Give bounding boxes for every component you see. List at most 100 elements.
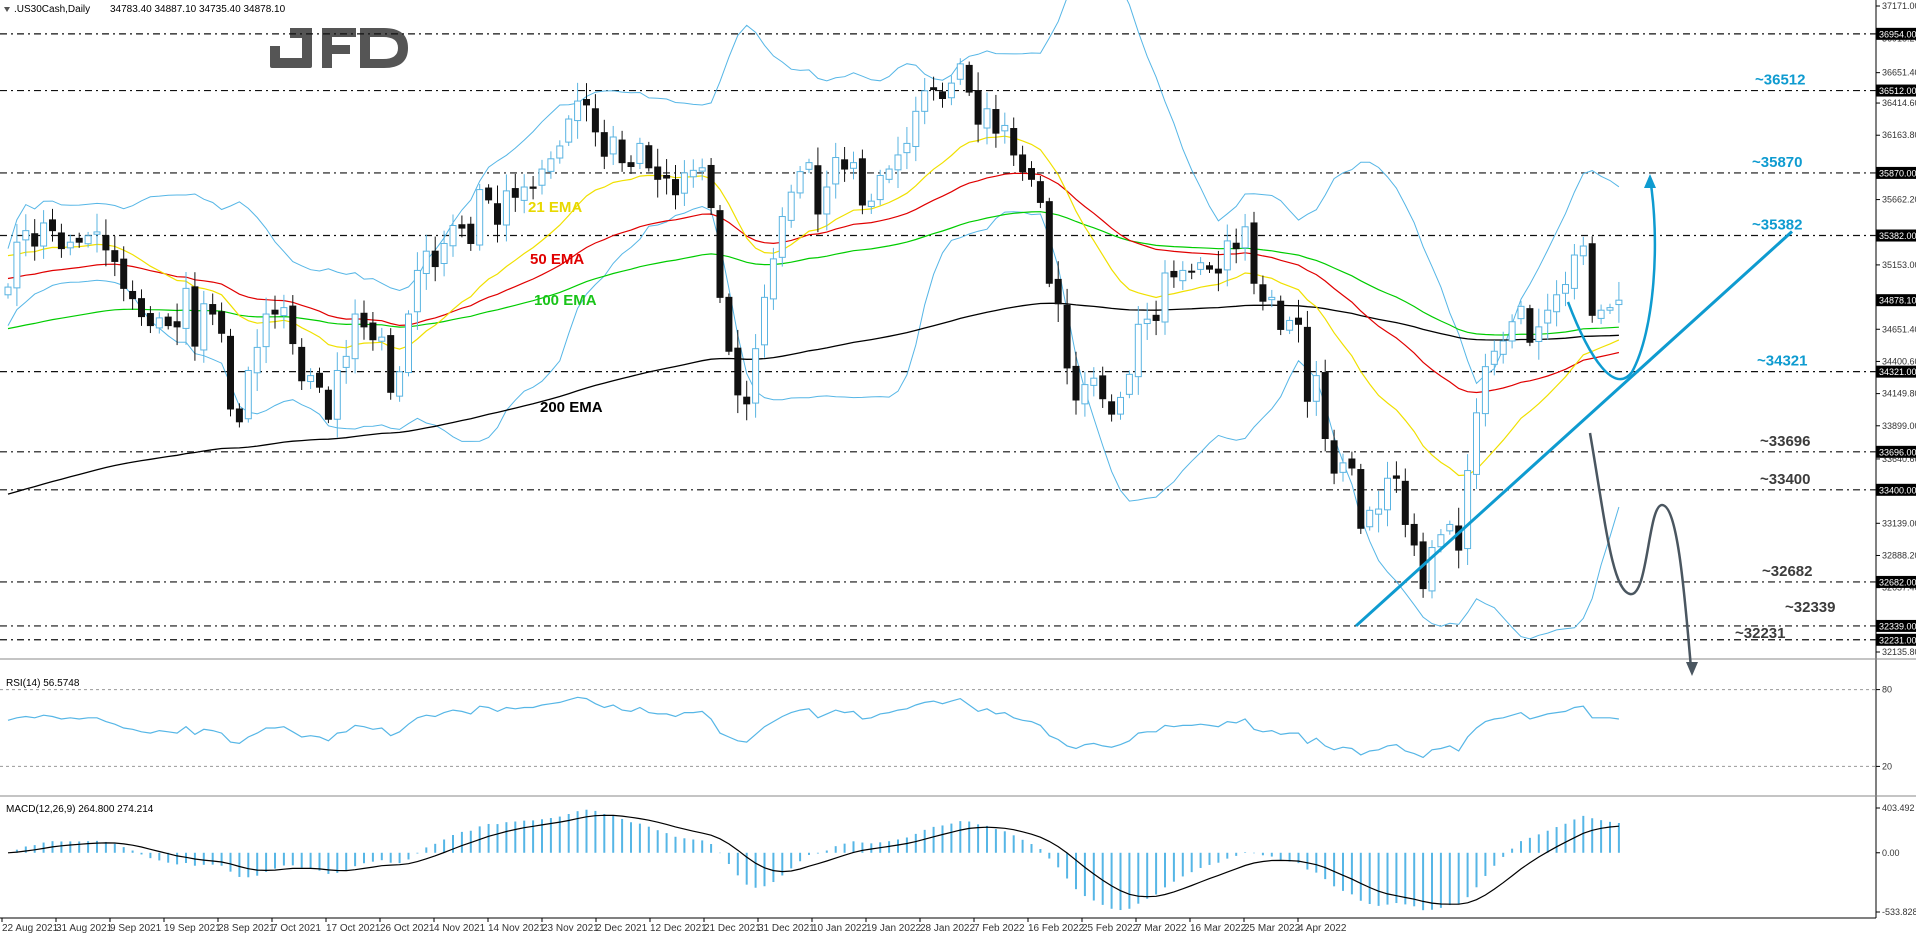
bear-candle: [591, 108, 599, 133]
macd-title: MACD(12,26,9) 264.800 274.214: [6, 804, 154, 815]
ema200-line: [7, 302, 1619, 495]
date-tick-label: 26 Oct 2021: [380, 923, 435, 934]
bear-candle: [102, 235, 110, 251]
bull-candle: [1117, 396, 1124, 415]
bear-candle: [298, 346, 306, 382]
bear-candle: [289, 305, 297, 345]
bull-candle: [680, 172, 688, 194]
bull-candle: [1125, 373, 1133, 395]
bear-candle: [57, 232, 65, 250]
bull-candle: [850, 162, 857, 169]
bear-candle: [485, 187, 493, 201]
bear-candle: [1072, 365, 1080, 401]
bull-candle: [1499, 340, 1507, 355]
bull-candle: [1446, 523, 1454, 532]
bull-candle: [93, 231, 101, 235]
date-tick-label: 4 Nov 2021: [434, 923, 486, 934]
bear-candle: [146, 313, 154, 327]
bear-candle: [1063, 304, 1071, 369]
bear-candle: [618, 139, 626, 164]
bear-candle: [1054, 278, 1062, 305]
bear-candle: [49, 219, 56, 232]
bear-candle: [645, 145, 653, 169]
bear-candle: [120, 258, 128, 289]
bull-candle: [40, 222, 48, 247]
bull-candle: [1544, 309, 1552, 324]
bear-candle: [1206, 265, 1213, 270]
bull-candle: [698, 167, 706, 172]
level-price-box: [1876, 27, 1916, 40]
bull-candle: [832, 157, 840, 185]
bull-candle: [13, 241, 21, 289]
bear-candle: [209, 304, 217, 315]
date-tick-label: 12 Dec 2021: [650, 923, 707, 934]
bear-candle: [992, 109, 1000, 134]
bull-candle: [1615, 299, 1623, 306]
bear-candle: [529, 186, 537, 189]
date-tick-label: 19 Sep 2021: [164, 923, 221, 934]
bull-candle: [787, 191, 795, 221]
date-tick-label: 7 Feb 2022: [974, 923, 1025, 934]
date-tick-label: 14 Nov 2021: [488, 923, 545, 934]
bull-candle: [1606, 307, 1614, 311]
date-tick-label: 9 Sep 2021: [110, 923, 162, 934]
bull-candle: [22, 230, 30, 241]
rsi-pane: 80 20: [0, 685, 1892, 771]
bull-candle: [253, 346, 261, 374]
bull-candle: [1312, 375, 1320, 402]
bear-candle: [31, 233, 39, 247]
level-price-box: [1876, 445, 1916, 458]
bullish-forecast-path: [1566, 177, 1657, 381]
bear-candle: [734, 347, 742, 396]
level-price-box: [1876, 483, 1916, 496]
level-price-box-label: 32682.00: [1879, 577, 1916, 587]
bull-candle: [333, 369, 341, 420]
price-tick-label: 33899.00: [1882, 421, 1916, 431]
level-label: ~33696: [1760, 433, 1810, 450]
rsi-tick-label: 80: [1882, 685, 1892, 695]
level-price-box-label: 36512.00: [1879, 86, 1916, 96]
bull-candle: [1375, 508, 1383, 515]
bear-candle: [227, 335, 234, 410]
bull-candle: [1517, 305, 1525, 320]
ema100-line: [7, 211, 1619, 336]
bull-candle: [1490, 350, 1498, 365]
bull-candle: [956, 63, 964, 80]
bull-candle: [244, 369, 252, 420]
bull-candle: [1286, 319, 1294, 331]
bear-candle: [1250, 222, 1258, 284]
bear-candle: [1410, 523, 1418, 546]
date-tick-label: 22 Aug 2021: [2, 923, 59, 934]
price-tick-label: 35662.20: [1882, 195, 1916, 205]
bear-candle: [431, 250, 439, 268]
bull-candle: [689, 169, 697, 178]
bull-candle: [476, 189, 484, 246]
bear-candle: [1526, 308, 1534, 343]
level-price-box-label: 33696.00: [1879, 447, 1916, 457]
price-tick-label: 36163.80: [1882, 130, 1916, 140]
bear-candle: [1357, 469, 1365, 529]
bull-candle: [440, 242, 448, 264]
level-price-box: [1876, 84, 1916, 97]
bull-candle: [547, 158, 555, 172]
bear-candle: [858, 158, 866, 206]
bull-candle: [894, 154, 902, 171]
candles: [4, 58, 1623, 599]
bull-candle: [1562, 284, 1569, 294]
bear-candle: [654, 166, 662, 180]
bear-candle: [271, 309, 279, 315]
bear-candle: [1259, 284, 1267, 302]
level-price-box-label: 35382.00: [1879, 231, 1916, 241]
level-price-box-label: 35870.00: [1879, 168, 1916, 178]
bull-candle: [609, 136, 617, 155]
dropdown-icon[interactable]: [4, 7, 10, 12]
bear-candle: [1295, 317, 1302, 325]
date-tick-label: 25 Feb 2022: [1082, 923, 1139, 934]
bear-candle: [1214, 268, 1222, 274]
bull-candle: [280, 307, 288, 317]
symbol-label: .US30Cash,Daily: [14, 4, 90, 15]
bull-candle: [1241, 226, 1249, 249]
bear-candle: [1455, 525, 1463, 551]
bull-candle: [1579, 245, 1587, 257]
bull-candle: [1001, 124, 1009, 132]
